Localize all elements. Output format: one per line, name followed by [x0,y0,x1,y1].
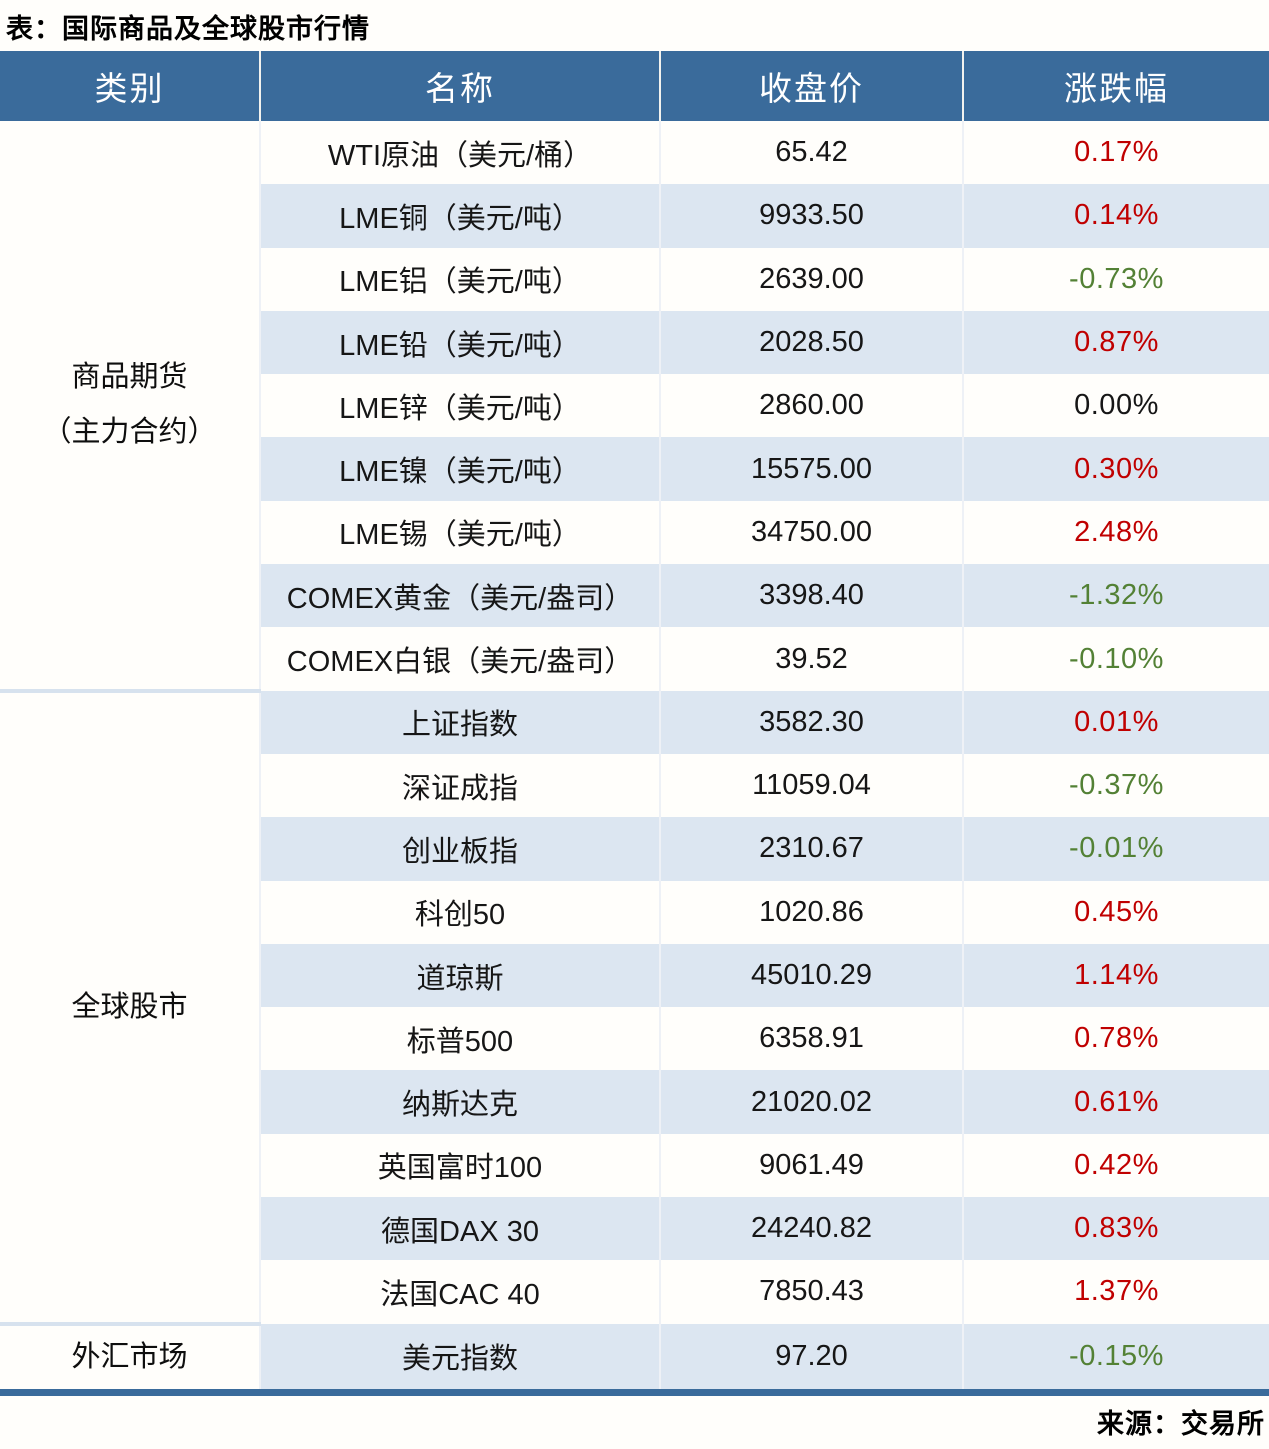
table-row: 英国富时100 9061.49 0.42% [0,1133,1269,1198]
change-cell: 0.45% [962,880,1269,944]
category-cell: 全球股市 [0,688,260,1324]
table-row: 德国DAX 30 24240.82 0.83% [0,1197,1269,1261]
table-row: LME铅（美元/吨） 2028.50 0.87% [0,310,1269,375]
header-name: 名称 [259,51,660,121]
change-cell: 1.37% [962,1260,1269,1324]
table-row: LME镍（美元/吨） 15575.00 0.30% [0,437,1269,501]
table-row: COMEX黄金（美元/盎司） 3398.40 -1.32% [0,564,1269,628]
change-cell: 0.00% [962,374,1269,438]
table-row: LME铜（美元/吨） 9933.50 0.14% [0,184,1269,248]
name-cell: 标普500 [259,1007,660,1071]
page-title: 表：国际商品及全球股市行情 [6,14,370,44]
close-cell: 9933.50 [659,184,963,248]
close-cell: 3398.40 [659,564,963,628]
table-row: 纳斯达克 21020.02 0.61% [0,1070,1269,1134]
change-cell: 0.87% [962,310,1269,375]
close-cell: 1020.86 [659,880,963,944]
close-cell: 15575.00 [659,437,963,501]
change-cell: 0.42% [962,1133,1269,1198]
close-cell: 3582.30 [659,690,963,754]
name-cell: 道琼斯 [259,943,660,1008]
table-row: 标普500 6358.91 0.78% [0,1007,1269,1071]
name-cell: 美元指数 [259,1323,660,1389]
change-cell: -0.73% [962,247,1269,311]
name-cell: LME锌（美元/吨） [259,374,660,438]
table-body: 商品期货 （主力合约） WTI原油（美元/桶） 65.42 0.17% LME铜（美元/… [0,121,1269,1389]
name-cell: WTI原油（美元/桶） [259,121,660,185]
close-cell: 45010.29 [659,943,963,1008]
change-cell: 2.48% [962,500,1269,565]
table-row: 道琼斯 45010.29 1.14% [0,943,1269,1008]
header-change: 涨跌幅 [962,51,1269,121]
name-cell: COMEX黄金（美元/盎司） [259,564,660,628]
close-cell: 21020.02 [659,1070,963,1134]
name-cell: 深证成指 [259,753,660,818]
close-cell: 34750.00 [659,500,963,565]
change-cell: -0.37% [962,753,1269,818]
table-row: COMEX白银（美元/盎司） 39.52 -0.10% [0,627,1269,691]
change-cell: 0.14% [962,184,1269,248]
close-cell: 39.52 [659,627,963,691]
name-cell: 纳斯达克 [259,1070,660,1134]
header-close: 收盘价 [659,51,963,121]
source-note: 来源：交易所 [1097,1408,1265,1439]
name-cell: 英国富时100 [259,1133,660,1198]
table-row: 深证成指 11059.04 -0.37% [0,753,1269,818]
change-cell: -1.32% [962,564,1269,628]
close-cell: 11059.04 [659,753,963,818]
table-row: LME铝（美元/吨） 2639.00 -0.73% [0,247,1269,311]
close-cell: 65.42 [659,121,963,185]
change-cell: -0.01% [962,817,1269,881]
table-bottom-border [0,1388,1269,1396]
change-cell: -0.15% [962,1323,1269,1389]
name-cell: 创业板指 [259,817,660,881]
header-row: 类别 名称 收盘价 涨跌幅 [0,51,1269,121]
table-row: 外汇市场 美元指数 97.20 -0.15% [0,1321,1269,1389]
change-cell: 0.30% [962,437,1269,501]
table-row: 商品期货 （主力合约） WTI原油（美元/桶） 65.42 0.17% [0,121,1269,691]
close-cell: 2639.00 [659,247,963,311]
name-cell: LME锡（美元/吨） [259,500,660,565]
close-cell: 2310.67 [659,817,963,881]
name-cell: LME镍（美元/吨） [259,437,660,501]
name-cell: 上证指数 [259,690,660,754]
change-cell: 0.61% [962,1070,1269,1134]
category-cell: 外汇市场 [0,1321,260,1389]
table-row: 创业板指 2310.67 -0.01% [0,817,1269,881]
name-cell: 德国DAX 30 [259,1197,660,1261]
change-cell: -0.10% [962,627,1269,691]
close-cell: 9061.49 [659,1133,963,1198]
name-cell: 科创50 [259,880,660,944]
table-row: 科创50 1020.86 0.45% [0,880,1269,944]
name-cell: LME铅（美元/吨） [259,310,660,375]
change-cell: 0.78% [962,1007,1269,1071]
name-cell: LME铜（美元/吨） [259,184,660,248]
close-cell: 24240.82 [659,1197,963,1261]
name-cell: LME铝（美元/吨） [259,247,660,311]
table-row: 法国CAC 40 7850.43 1.37% [0,1260,1269,1324]
change-cell: 0.01% [962,690,1269,754]
close-cell: 2028.50 [659,310,963,375]
close-cell: 2860.00 [659,374,963,438]
name-cell: 法国CAC 40 [259,1260,660,1324]
change-cell: 1.14% [962,943,1269,1008]
change-cell: 0.17% [962,121,1269,185]
close-cell: 7850.43 [659,1260,963,1324]
name-cell: COMEX白银（美元/盎司） [259,627,660,691]
close-cell: 6358.91 [659,1007,963,1071]
category-cell: 商品期货 （主力合约） [0,121,260,691]
table-row: LME锌（美元/吨） 2860.00 0.00% [0,374,1269,438]
header-category: 类别 [0,51,260,121]
table-row: LME锡（美元/吨） 34750.00 2.48% [0,500,1269,565]
table-row: 全球股市 上证指数 3582.30 0.01% [0,688,1269,1324]
change-cell: 0.83% [962,1197,1269,1261]
close-cell: 97.20 [659,1323,963,1389]
market-table: 类别 名称 收盘价 涨跌幅 商品期货 （主力合约） WTI原油（美元/桶） 65.4… [0,51,1269,1389]
